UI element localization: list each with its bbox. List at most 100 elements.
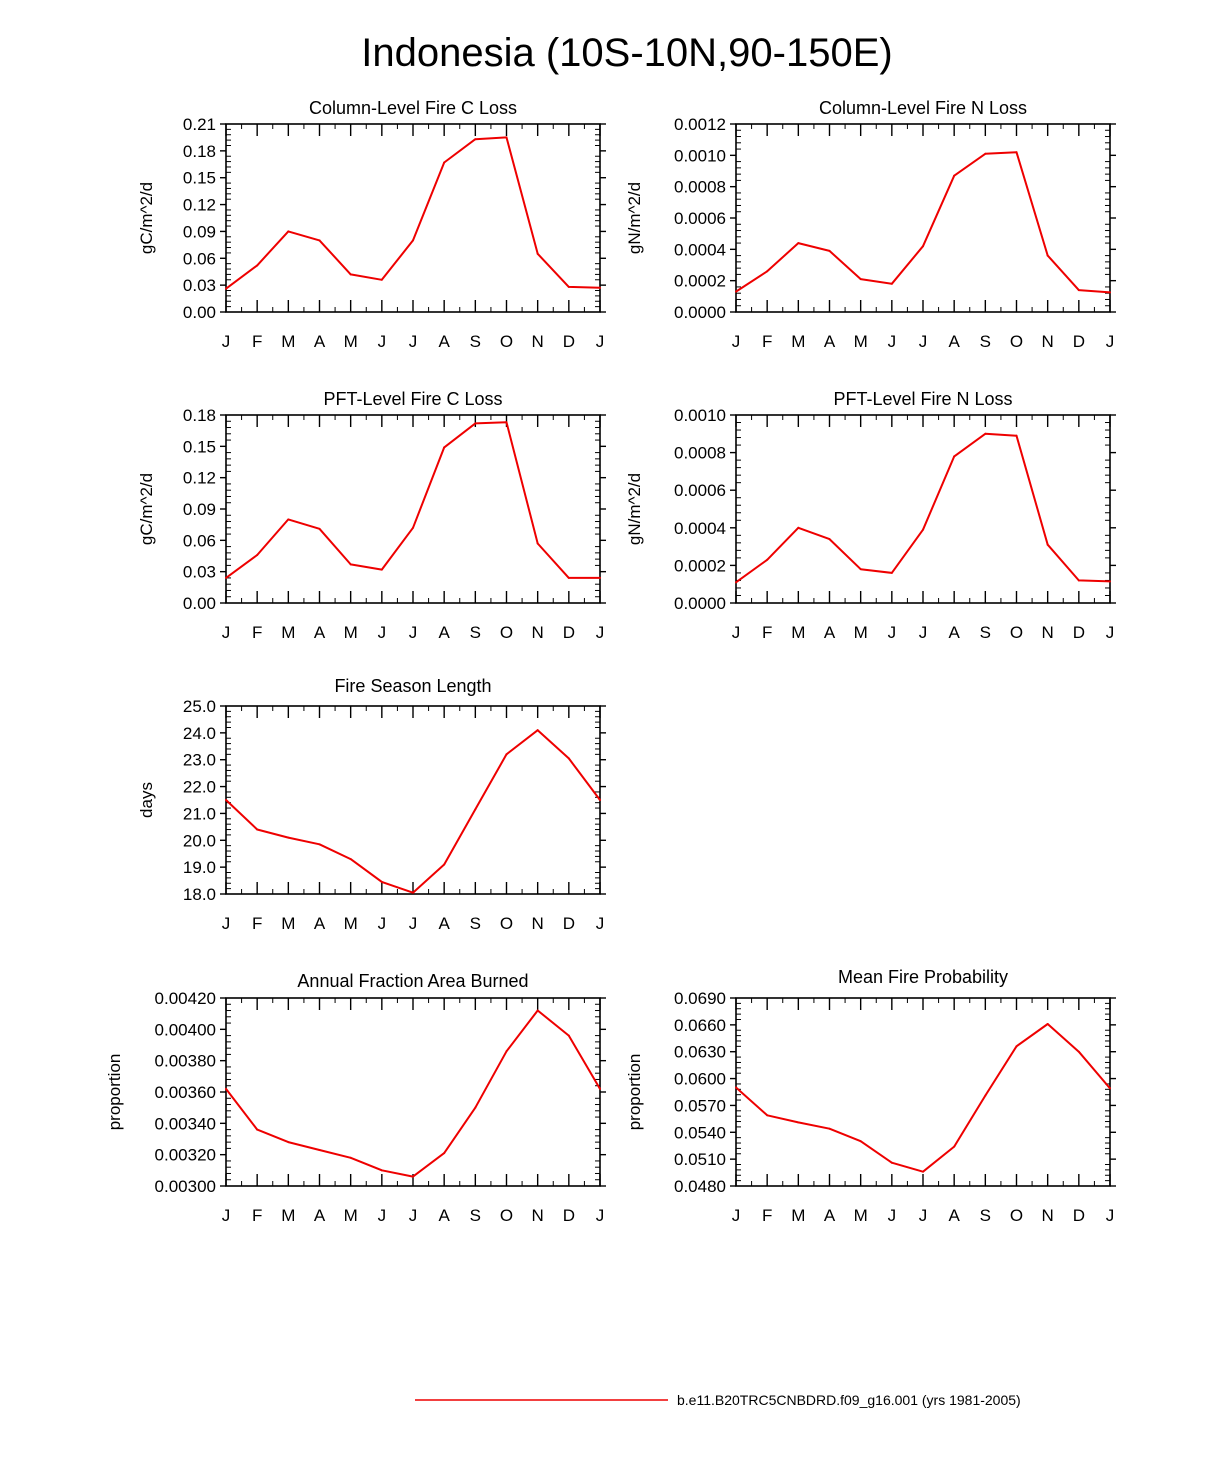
x-tick-label: J bbox=[1106, 623, 1115, 642]
y-tick-label: 0.0012 bbox=[674, 115, 726, 134]
data-point bbox=[225, 1087, 227, 1090]
data-point bbox=[1046, 254, 1049, 257]
y-tick-label: 0.0002 bbox=[674, 556, 726, 575]
data-point bbox=[922, 528, 924, 531]
y-tick-label: 20.0 bbox=[183, 831, 216, 850]
panel-title: PFT-Level Fire C Loss bbox=[323, 389, 502, 409]
x-tick-label: J bbox=[596, 332, 605, 351]
data-point bbox=[412, 526, 414, 529]
data-point bbox=[766, 1114, 769, 1117]
y-tick-label: 18.0 bbox=[183, 885, 216, 904]
y-tick-label: 0.0004 bbox=[674, 519, 726, 538]
x-tick-label: A bbox=[824, 332, 836, 351]
x-tick-label: J bbox=[919, 1206, 928, 1225]
y-tick-label: 0.0000 bbox=[674, 303, 726, 322]
y-tick-label: 0.18 bbox=[183, 406, 216, 425]
x-tick-label: S bbox=[470, 1206, 481, 1225]
y-tick-label: 0.0010 bbox=[674, 406, 726, 425]
data-point bbox=[412, 239, 414, 242]
x-tick-label: J bbox=[409, 914, 418, 933]
x-tick-label: S bbox=[980, 1206, 991, 1225]
data-point bbox=[349, 858, 352, 861]
data-point bbox=[380, 568, 383, 571]
panel-title: Annual Fraction Area Burned bbox=[297, 971, 528, 991]
data-point bbox=[443, 1152, 446, 1155]
x-tick-label: A bbox=[314, 914, 326, 933]
y-axis-label: proportion bbox=[105, 1054, 124, 1131]
data-point bbox=[1046, 1022, 1049, 1025]
x-tick-label: O bbox=[500, 1206, 513, 1225]
x-tick-label: A bbox=[314, 1206, 326, 1225]
y-tick-label: 0.00380 bbox=[155, 1052, 216, 1071]
plot-frame bbox=[735, 123, 1111, 313]
x-tick-label: D bbox=[563, 1206, 575, 1225]
y-tick-label: 0.00 bbox=[183, 303, 216, 322]
x-tick-label: D bbox=[563, 914, 575, 933]
x-tick-label: J bbox=[888, 623, 897, 642]
data-point bbox=[1109, 291, 1111, 294]
y-tick-label: 0.03 bbox=[183, 563, 216, 582]
y-tick-label: 0.0570 bbox=[674, 1096, 726, 1115]
x-tick-label: D bbox=[563, 623, 575, 642]
y-tick-label: 22.0 bbox=[183, 778, 216, 797]
data-point bbox=[1077, 1050, 1080, 1053]
data-point bbox=[1015, 151, 1018, 154]
x-tick-label: M bbox=[344, 1206, 358, 1225]
data-point bbox=[1015, 434, 1018, 437]
plot-frame bbox=[225, 997, 601, 1187]
data-point bbox=[1015, 1045, 1018, 1048]
y-tick-label: 0.0000 bbox=[674, 594, 726, 613]
data-point bbox=[828, 249, 831, 252]
y-tick-label: 0.0010 bbox=[674, 146, 726, 165]
data-point bbox=[1077, 289, 1080, 292]
x-tick-label: N bbox=[532, 623, 544, 642]
y-tick-label: 0.0600 bbox=[674, 1070, 726, 1089]
x-tick-label: M bbox=[281, 1206, 295, 1225]
data-point bbox=[412, 891, 414, 894]
plot-frame bbox=[225, 705, 601, 895]
legend-label: b.e11.B20TRC5CNBDRD.f09_g16.001 (yrs 198… bbox=[677, 1392, 1021, 1408]
series-line bbox=[225, 729, 601, 894]
data-point bbox=[256, 1128, 259, 1131]
x-tick-label: M bbox=[281, 914, 295, 933]
y-axis-label: gN/m^2/d bbox=[625, 473, 644, 545]
x-tick-label: M bbox=[281, 332, 295, 351]
y-tick-label: 23.0 bbox=[183, 751, 216, 770]
plot-frame bbox=[225, 123, 601, 313]
y-tick-label: 0.00 bbox=[183, 594, 216, 613]
data-point bbox=[859, 568, 862, 571]
x-tick-label: J bbox=[919, 623, 928, 642]
data-point bbox=[735, 581, 737, 584]
y-axis-label: proportion bbox=[625, 1054, 644, 1131]
x-tick-label: D bbox=[1073, 332, 1085, 351]
x-tick-label: J bbox=[222, 1206, 231, 1225]
x-tick-label: J bbox=[222, 914, 231, 933]
x-tick-label: J bbox=[596, 623, 605, 642]
x-tick-label: D bbox=[1073, 1206, 1085, 1225]
y-tick-label: 0.0660 bbox=[674, 1016, 726, 1035]
x-tick-label: M bbox=[281, 623, 295, 642]
data-point bbox=[567, 1034, 570, 1037]
x-tick-label: J bbox=[1106, 332, 1115, 351]
y-tick-label: 0.00320 bbox=[155, 1146, 216, 1165]
x-tick-label: J bbox=[596, 914, 605, 933]
y-tick-label: 0.06 bbox=[183, 531, 216, 550]
y-tick-label: 19.0 bbox=[183, 858, 216, 877]
y-tick-label: 24.0 bbox=[183, 724, 216, 743]
data-point bbox=[890, 282, 893, 285]
y-axis-label: gN/m^2/d bbox=[625, 182, 644, 254]
series-line bbox=[225, 136, 601, 290]
x-tick-label: A bbox=[438, 914, 450, 933]
data-point bbox=[828, 538, 831, 541]
data-point bbox=[225, 576, 227, 579]
data-point bbox=[797, 526, 800, 529]
x-tick-label: N bbox=[532, 1206, 544, 1225]
x-tick-label: J bbox=[888, 1206, 897, 1225]
data-point bbox=[505, 136, 508, 139]
x-tick-label: A bbox=[438, 1206, 450, 1225]
x-tick-label: D bbox=[563, 332, 575, 351]
x-tick-label: M bbox=[344, 623, 358, 642]
y-tick-label: 0.15 bbox=[183, 437, 216, 456]
y-tick-label: 0.0540 bbox=[674, 1123, 726, 1142]
data-point bbox=[349, 273, 352, 276]
